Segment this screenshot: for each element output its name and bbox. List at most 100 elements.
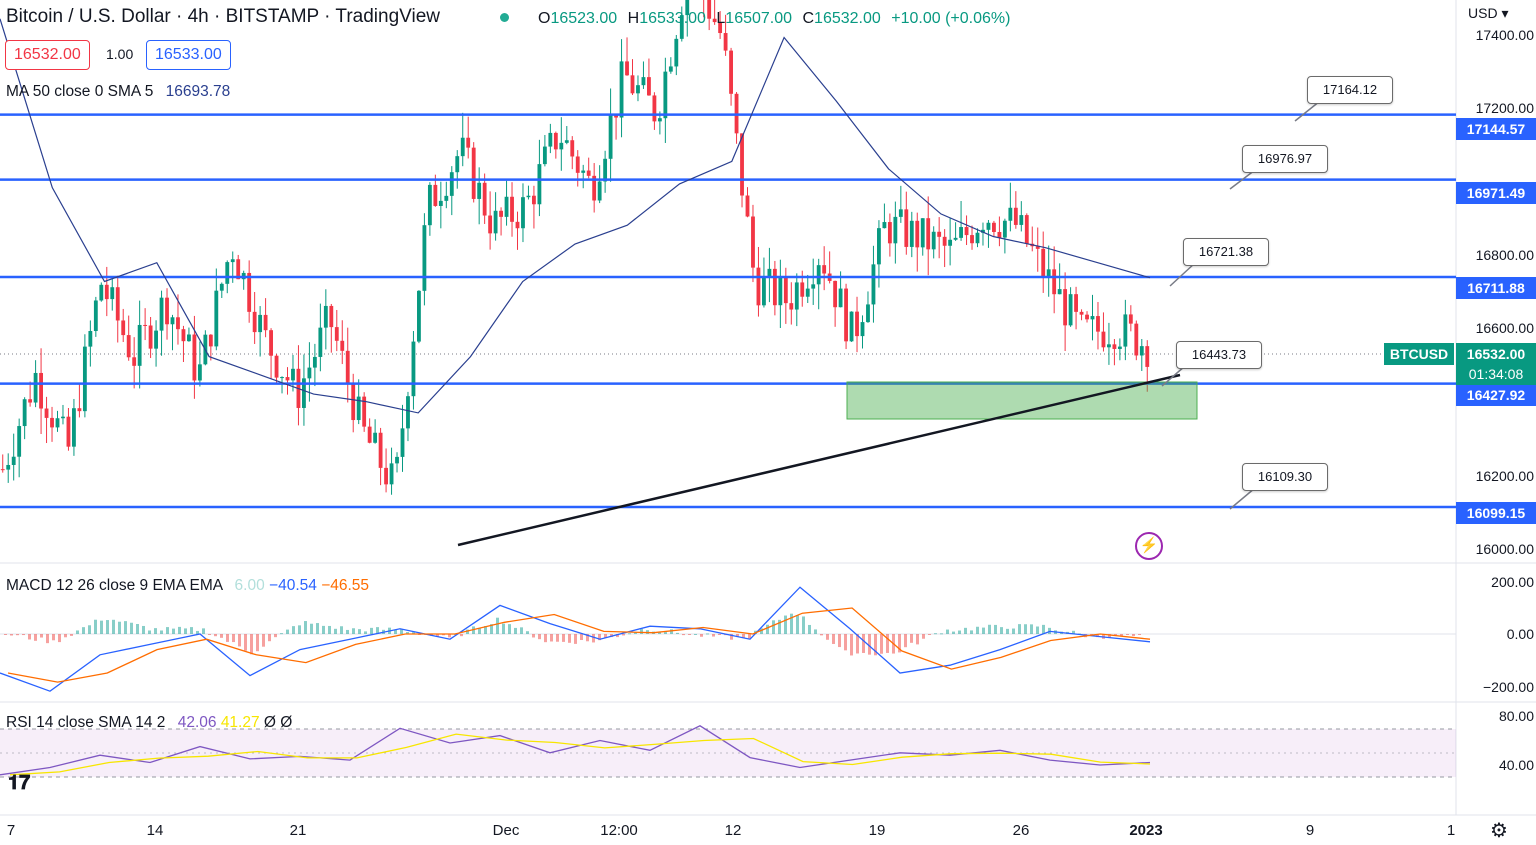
- time-axis-label: 12:00: [600, 822, 638, 839]
- macd-histogram-bar: [838, 634, 841, 648]
- candle-body: [789, 303, 794, 310]
- macd-histogram-bar: [790, 613, 793, 634]
- candle-body: [778, 277, 783, 306]
- level-tag: 17144.57: [1456, 118, 1536, 140]
- candle-body: [455, 156, 460, 173]
- candle-body: [679, 15, 684, 39]
- macd-histogram-bar: [478, 628, 481, 634]
- close-key: C: [802, 10, 815, 27]
- candle-body: [477, 182, 482, 199]
- candle-body: [362, 396, 367, 427]
- macd-histogram-bar: [484, 626, 487, 634]
- macd-histogram-bar: [358, 629, 361, 634]
- candle-body: [893, 216, 898, 244]
- candle-body: [44, 408, 49, 418]
- price-axis-label: 16000.00: [1475, 541, 1534, 557]
- candle-body: [225, 262, 230, 284]
- candle-body: [61, 416, 65, 419]
- macd-histogram-bar: [874, 634, 877, 656]
- macd-histogram-bar: [196, 630, 199, 634]
- candle-body: [55, 418, 60, 428]
- macd-histogram-bar: [232, 634, 235, 643]
- candle-body: [274, 355, 279, 378]
- macd-axis-label: 0.00: [1506, 626, 1534, 642]
- macd-legend[interactable]: MACD 12 26 close 9 EMA EMA 6.00 −40.54 −…: [6, 577, 369, 595]
- candle-body: [866, 304, 870, 323]
- candle-body: [110, 287, 115, 300]
- gear-icon[interactable]: ⚙: [1490, 820, 1508, 842]
- price-callout[interactable]: 16109.30: [1242, 463, 1328, 491]
- candle-body: [723, 33, 728, 51]
- candle-body: [1112, 344, 1117, 349]
- rsi-value: 42.06: [177, 714, 217, 731]
- candle-body: [1123, 314, 1128, 347]
- candle-body: [1068, 294, 1073, 326]
- macd-histogram-bar: [802, 616, 805, 634]
- price-callout[interactable]: 16721.38: [1183, 238, 1269, 266]
- price-callout[interactable]: 16976.97: [1242, 145, 1328, 173]
- macd-histogram-bar: [622, 634, 625, 636]
- currency-selector[interactable]: USD ▾: [1468, 5, 1509, 21]
- candle-body: [794, 282, 799, 310]
- candle-body: [657, 118, 662, 122]
- macd-histogram-bar: [562, 634, 565, 642]
- candle-body: [1063, 289, 1068, 326]
- macd-histogram-bar: [1096, 634, 1099, 638]
- macd-histogram-bar: [574, 634, 577, 644]
- macd-histogram-bar: [1018, 624, 1021, 634]
- macd-histogram-bar: [184, 628, 187, 634]
- candle-body: [345, 350, 350, 384]
- candle-body: [1117, 346, 1122, 349]
- macd-histogram-bar: [814, 629, 817, 634]
- candle-body: [104, 284, 109, 300]
- candle-body: [291, 368, 295, 381]
- candle-body: [427, 184, 432, 226]
- candle-body: [526, 195, 531, 198]
- macd-histogram-bar: [118, 621, 121, 634]
- macd-histogram-bar: [364, 631, 367, 634]
- sell-price-button[interactable]: 16532.00: [5, 40, 90, 70]
- macd-histogram-bar: [448, 634, 451, 638]
- time-axis-label: 1: [1446, 822, 1456, 839]
- candle-body: [137, 324, 142, 366]
- candle-body: [115, 287, 120, 321]
- macd-histogram-bar: [490, 624, 493, 634]
- time-axis-label: Dec: [492, 822, 520, 839]
- macd-histogram-bar: [820, 634, 823, 636]
- level-tag: 16427.92: [1456, 384, 1536, 406]
- macd-histogram-bar: [994, 624, 997, 634]
- candle-body: [1024, 215, 1029, 244]
- candle-body: [367, 426, 372, 443]
- candle-body: [663, 71, 668, 119]
- ma-legend[interactable]: MA 50 close 0 SMA 5 16693.78: [6, 83, 230, 101]
- candle-body: [488, 215, 493, 234]
- time-axis-label: 12: [724, 822, 742, 839]
- candle-body: [1052, 269, 1057, 295]
- candle-body: [1096, 316, 1100, 332]
- rsi-legend[interactable]: RSI 14 close SMA 14 2 42.06 41.27 Ø Ø: [6, 714, 292, 732]
- candle-body: [712, 18, 717, 23]
- candle-body: [499, 210, 503, 217]
- candle-body: [559, 142, 564, 150]
- macd-histogram-bar: [658, 631, 661, 634]
- candle-body: [570, 140, 575, 157]
- candle-body: [504, 196, 509, 217]
- macd-histogram-bar: [904, 634, 907, 648]
- macd-histogram-bar: [1006, 628, 1009, 634]
- candle-body: [800, 282, 805, 297]
- buy-price-button[interactable]: 16533.00: [146, 40, 231, 70]
- macd-histogram-bar: [616, 634, 619, 638]
- macd-histogram-bar: [592, 634, 595, 643]
- candle-body: [904, 209, 909, 247]
- price-callout[interactable]: 16443.73: [1176, 341, 1262, 369]
- macd-histogram-bar: [556, 634, 559, 642]
- price-callout[interactable]: 17164.12: [1307, 76, 1393, 104]
- lightning-icon[interactable]: ⚡: [1135, 532, 1163, 560]
- macd-histogram-bar: [274, 634, 277, 638]
- tradingview-logo-icon[interactable]: 𝟏𝟕: [8, 772, 31, 794]
- candle-body: [1008, 207, 1013, 221]
- candle-body: [619, 61, 624, 118]
- ma-label: MA 50 close 0 SMA 5: [6, 83, 154, 100]
- macd-histogram-bar: [700, 634, 703, 637]
